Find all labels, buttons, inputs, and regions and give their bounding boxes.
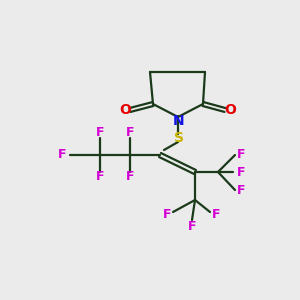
Text: F: F [163,208,171,221]
Text: F: F [126,127,134,140]
Text: O: O [119,103,131,117]
Text: F: F [188,220,196,233]
Text: F: F [96,127,104,140]
Text: O: O [224,103,236,117]
Text: N: N [173,114,185,128]
Text: F: F [237,166,245,178]
Text: F: F [212,208,220,221]
Text: F: F [237,148,245,161]
Text: F: F [126,170,134,184]
Text: S: S [174,131,184,145]
Text: F: F [237,184,245,196]
Text: F: F [58,148,66,161]
Text: F: F [96,170,104,184]
